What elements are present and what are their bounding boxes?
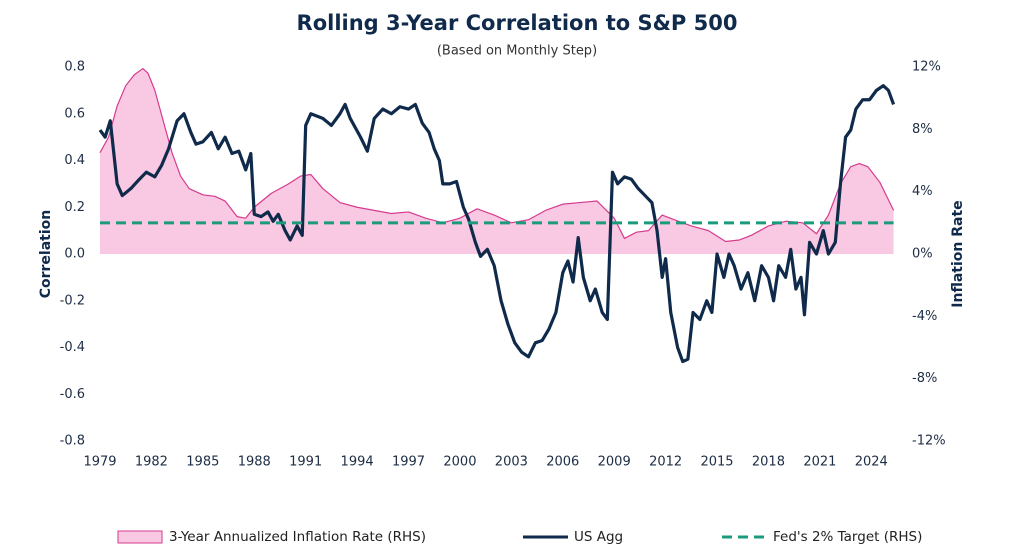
x-tick-label: 2024: [855, 455, 888, 470]
line: [98, 84, 896, 364]
x-tick-label: 1979: [83, 455, 116, 470]
y2-tick-label: 4%: [912, 184, 933, 199]
y2-axis-title: Inflation Rate: [950, 200, 966, 307]
legend-label: 3-Year Annualized Inflation Rate (RHS): [169, 529, 426, 545]
y-tick-label: 0.6: [64, 106, 85, 121]
y-tick-label: -0.4: [60, 340, 85, 355]
area-fill: [100, 68, 894, 254]
y-axis-title: Correlation: [38, 210, 54, 299]
legend-label: US Agg: [574, 529, 623, 545]
x-tick-label: 2000: [443, 455, 476, 470]
y-tick-label: -0.6: [60, 387, 85, 402]
y2-tick-label: -12%: [912, 434, 946, 449]
x-tick-label: 2009: [598, 455, 631, 470]
y2-tick-label: 0%: [912, 247, 933, 262]
x-tick-label: 1991: [289, 455, 322, 470]
y-tick-label: 0.4: [64, 153, 85, 168]
x-tick-label: 1988: [238, 455, 271, 470]
x-tick-label: 1997: [392, 455, 425, 470]
x-tick-label: 2003: [495, 455, 528, 470]
y-tick-label: -0.8: [60, 434, 85, 449]
x-tick-label: 1982: [135, 455, 168, 470]
legend-label: Fed's 2% Target (RHS): [773, 529, 922, 545]
x-tick-label: 1994: [341, 455, 374, 470]
y2-tick-label: -8%: [912, 371, 937, 386]
x-tick-label: 2015: [700, 455, 733, 470]
y-tick-label: -0.2: [60, 293, 85, 308]
legend-swatch: [117, 530, 163, 544]
y-tick-label: 0.0: [64, 247, 85, 262]
x-tick-label: 2021: [803, 455, 836, 470]
x-tick-label: 1985: [186, 455, 219, 470]
area-line: [99, 67, 895, 243]
y2-tick-label: 8%: [912, 122, 933, 137]
x-tick-label: 2006: [546, 455, 579, 470]
chart-title: Rolling 3-Year Correlation to S&P 500: [297, 11, 738, 35]
y-tick-label: 0.2: [64, 200, 85, 215]
x-tick-label: 2018: [752, 455, 785, 470]
x-tick-label: 2012: [649, 455, 682, 470]
y-tick-label: 0.8: [64, 60, 85, 75]
y2-tick-label: 12%: [912, 60, 941, 75]
chart-subtitle: (Based on Monthly Step): [437, 44, 597, 59]
y2-tick-label: -4%: [912, 309, 937, 324]
